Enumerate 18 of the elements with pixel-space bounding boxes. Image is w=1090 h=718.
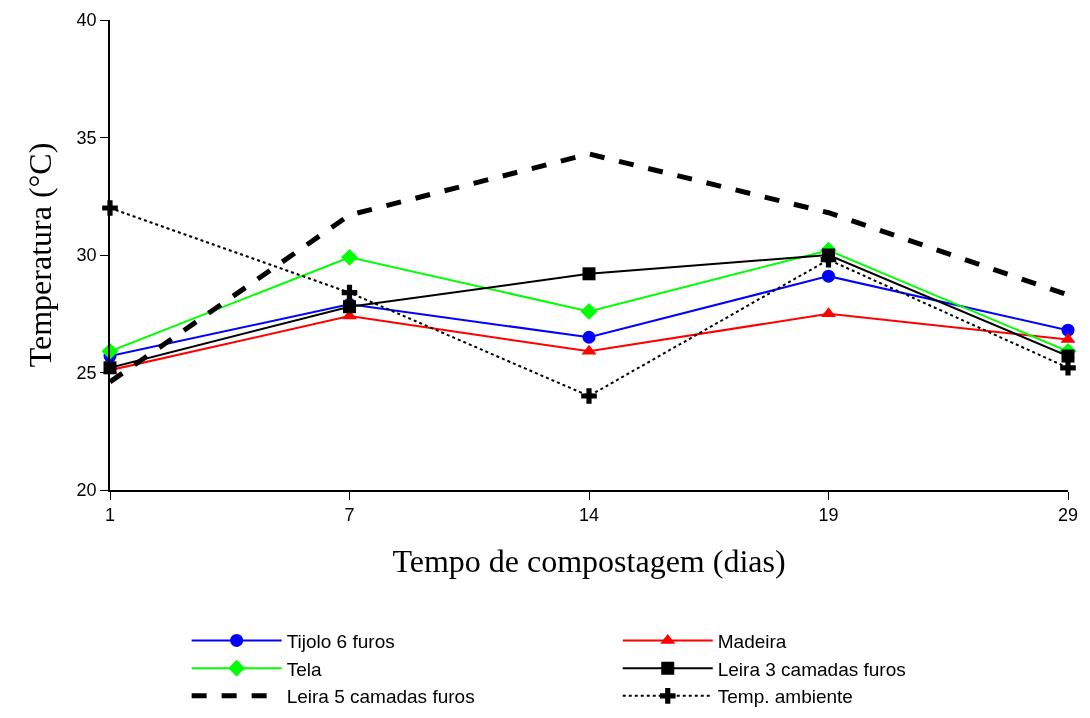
legend-label: Leira 3 camadas furos [717,658,906,680]
legend-label: Leira 5 camadas furos [286,686,475,708]
y-tick-label: 40 [76,10,97,31]
x-tick-label: 14 [578,505,600,526]
y-tick-label: 20 [76,480,97,501]
x-axis-title: Tempo de compostagem (dias) [392,542,786,579]
legend-label: Madeira [717,630,787,652]
x-tick-label: 7 [344,505,355,526]
x-tick-label: 19 [818,505,839,526]
y-tick-label: 25 [76,362,97,383]
x-tick-label: 29 [1057,505,1079,526]
legend-label: Temp. ambiente [717,686,853,708]
legend-label: Tijolo 6 furos [286,630,395,652]
y-tick-label: 35 [76,127,97,148]
x-tick-label: 1 [104,505,116,526]
y-axis-title: Temperatura (°C) [22,142,59,368]
legend-label: Tela [286,658,322,680]
y-tick-label: 30 [76,245,97,266]
